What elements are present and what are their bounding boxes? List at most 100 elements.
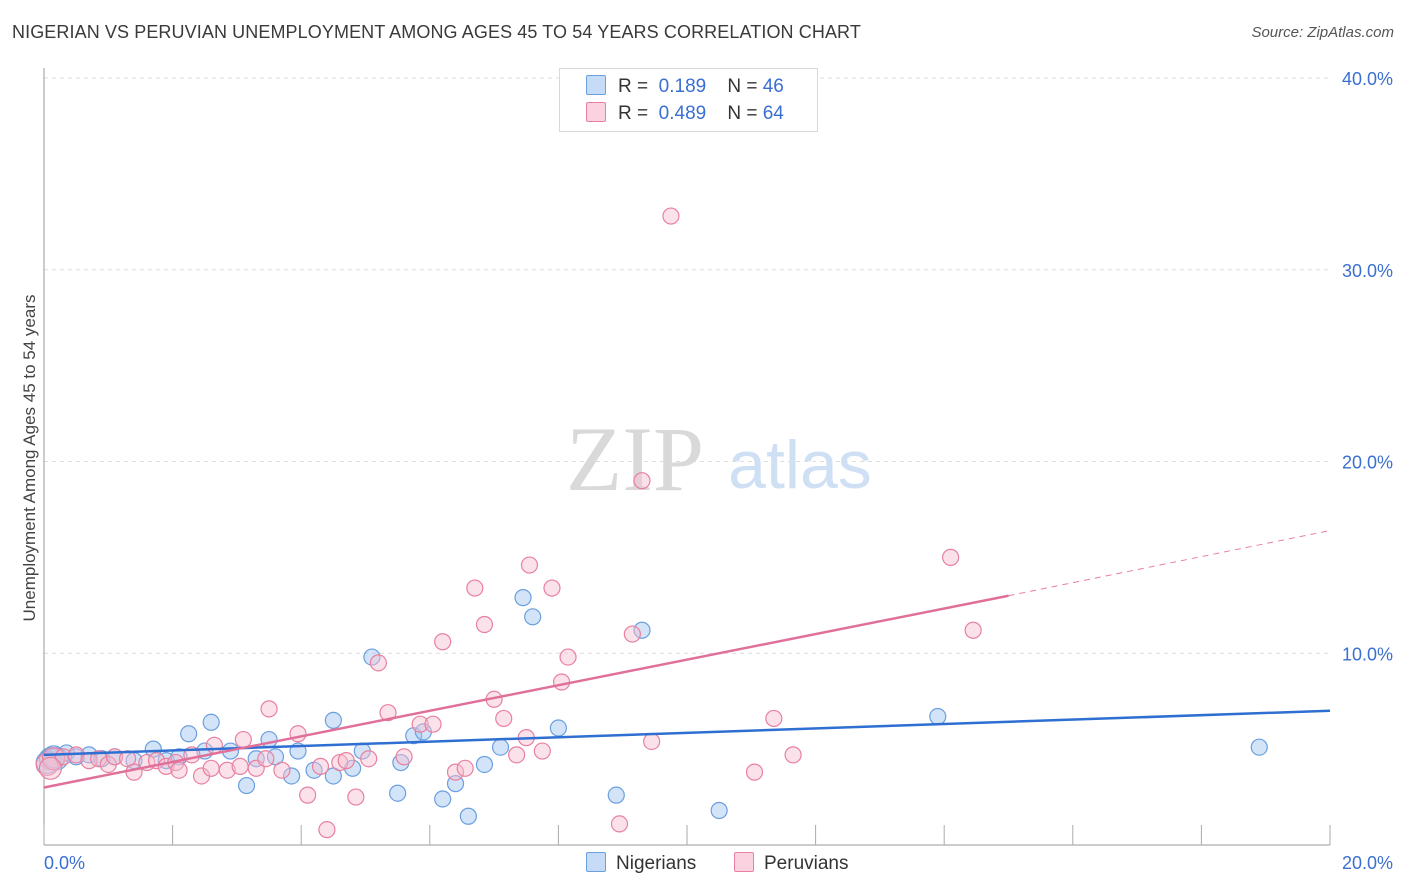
correlation-legend: R = 0.189 N = 46 R = 0.489 N = 64 [559,68,818,132]
nigerian-point [180,725,198,743]
nigerian-trend-line [43,709,1331,757]
data-points [35,207,1268,839]
peruvian-point [643,732,661,751]
peruvian-point [434,633,452,651]
peruvian-point [466,579,484,597]
peruvian-point [446,763,465,781]
bottom-legend-swatch-peruvians [734,852,754,872]
y-tick-label: 20.0% [1342,453,1393,473]
nigerian-point [475,755,494,774]
nigerian-point [389,784,407,802]
tick-labels: 10.0% 20.0% 30.0% 40.0% 0.0% 20.0% [44,69,1393,873]
nigerian-point [633,621,651,639]
nigerian-point [459,807,477,825]
peruvian-point [231,757,249,775]
peruvian-point [38,756,63,780]
chart-title: NIGERIAN VS PERUVIAN UNEMPLOYMENT AMONG … [12,22,861,42]
peruvian-point [260,700,278,718]
legend-r-value: 0.189 [658,76,707,97]
legend-r-value: 0.489 [658,103,707,124]
bottom-legend-peruvians: Peruvians [734,852,849,875]
peruvian-point [347,788,365,806]
peruvian-point [964,621,982,639]
legend-n-label: N = [727,103,758,124]
peruvian-point [662,207,680,225]
legend-n-value: 64 [762,103,784,124]
y-tick-label: 10.0% [1342,644,1393,664]
peruvian-point [311,757,330,775]
legend-r-label: R = [618,103,649,124]
peruvian-point [395,748,413,766]
nigerian-point [514,589,532,607]
peruvian-point [411,715,429,733]
peruvian-point [318,821,336,839]
nigerian-point [282,767,301,785]
peruvian-point [610,815,629,833]
nigerian-point [363,648,381,666]
peruvian-point [257,750,275,768]
peruvian-point [337,752,355,770]
peruvian-point [508,746,526,764]
trend-lines [43,530,1331,789]
peruvian-point [475,615,494,634]
x-tick-label: 20.0% [1342,853,1393,873]
peruvian-point [202,759,220,777]
peruvian-point [331,753,349,772]
peruvian-point [369,654,387,672]
peruvian-point [218,761,236,779]
watermark-atlas: atlas [728,427,872,503]
nigerian-point [202,713,220,731]
nigerian-point [607,786,625,804]
y-tick-label: 30.0% [1342,261,1393,281]
legend-r-label: R = [618,76,649,97]
legend-row-peruvians: R = 0.489 N = 64 [586,102,784,125]
legend-swatch-peruvians [586,102,606,122]
watermark: ZIP atlas [566,408,872,510]
peruvian-point [273,761,291,779]
peruvian-point [54,748,72,766]
bottom-legend-label-peruvians: Peruvians [764,853,849,874]
nigerian-point [247,750,265,768]
nigerian-point [524,608,542,626]
peruvian-point [379,704,397,722]
nigerian-point [491,738,510,756]
nigerian-point [324,711,342,729]
legend-row-nigerians: R = 0.189 N = 46 [586,75,784,98]
bottom-legend-swatch-nigerians [586,852,606,872]
peruvian-point [520,556,539,574]
gridlines [44,77,1330,654]
peruvian-point [424,715,442,733]
peruvian-point [205,736,223,754]
y-axis-label: Unemployment Among Ages 45 to 54 years [20,294,39,622]
nigerian-point [549,719,568,737]
peruvian-point [299,786,317,804]
axes [43,68,1331,846]
legend-swatch-nigerians [586,75,606,95]
nigerian-point [1250,738,1268,756]
nigerian-point [80,746,98,764]
nigerian-point [929,707,947,726]
peruvian-point [745,763,764,781]
bottom-legend-label-nigerians: Nigerians [616,853,697,874]
peruvian-point [942,548,960,566]
peruvian-point [765,709,783,728]
peruvian-point [543,579,561,597]
nigerian-point [260,730,278,749]
peruvian-point [456,759,474,777]
y-tick-label: 40.0% [1342,69,1393,89]
legend-n-value: 46 [762,76,784,97]
nigerian-point [710,801,728,820]
legend-n-label: N = [727,76,758,97]
peruvian-point [559,648,577,666]
peruvian-point [623,625,641,643]
peruvian-point [289,725,307,743]
peruvian-point [170,761,188,779]
bottom-legend-nigerians: Nigerians [586,852,696,875]
x-tick-label: 0.0% [44,853,85,873]
peruvian-point [533,742,551,760]
nigerian-point [434,790,452,808]
peruvian-point [553,673,571,691]
peruvian-trend-extension [1008,530,1331,597]
peruvian-point [784,746,802,764]
